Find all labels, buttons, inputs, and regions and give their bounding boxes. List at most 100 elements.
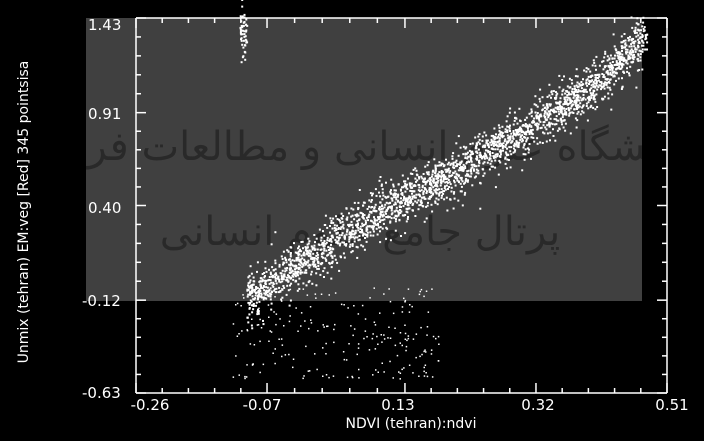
data-point bbox=[558, 108, 560, 111]
data-point bbox=[571, 100, 573, 103]
data-point bbox=[462, 153, 465, 156]
data-point bbox=[330, 234, 333, 237]
data-point bbox=[320, 248, 323, 251]
data-point bbox=[472, 168, 475, 171]
data-point bbox=[385, 181, 387, 184]
data-point bbox=[278, 263, 281, 266]
data-point bbox=[404, 232, 407, 235]
data-point bbox=[564, 129, 567, 132]
data-point bbox=[297, 254, 300, 257]
data-point bbox=[452, 152, 455, 155]
data-point bbox=[447, 161, 450, 164]
data-point bbox=[406, 201, 409, 204]
data-point bbox=[482, 155, 485, 158]
data-point bbox=[610, 108, 613, 111]
data-point bbox=[424, 165, 427, 168]
data-point bbox=[498, 126, 501, 129]
data-point bbox=[380, 183, 383, 186]
data-point bbox=[410, 182, 413, 185]
data-point bbox=[282, 285, 285, 287]
data-point bbox=[533, 117, 536, 120]
data-point bbox=[409, 202, 412, 204]
data-point bbox=[304, 246, 307, 249]
data-point bbox=[619, 52, 622, 55]
data-point bbox=[339, 242, 342, 245]
data-point bbox=[369, 192, 372, 195]
data-point bbox=[579, 84, 582, 87]
data-point bbox=[294, 265, 297, 268]
data-point bbox=[332, 217, 335, 220]
data-point bbox=[455, 159, 458, 162]
data-point bbox=[556, 129, 559, 132]
data-point bbox=[637, 54, 640, 57]
data-point bbox=[592, 94, 595, 97]
data-point bbox=[505, 142, 508, 145]
data-point bbox=[427, 161, 430, 164]
data-point bbox=[375, 223, 378, 226]
data-point bbox=[263, 279, 266, 282]
data-point bbox=[322, 347, 324, 349]
data-point bbox=[641, 48, 644, 51]
data-point bbox=[437, 198, 440, 201]
data-point bbox=[256, 287, 259, 290]
data-point bbox=[573, 85, 576, 88]
data-point bbox=[364, 237, 366, 239]
data-point bbox=[375, 227, 378, 230]
data-point bbox=[501, 125, 504, 128]
data-point bbox=[343, 256, 346, 259]
x-axis-title: NDVI (tehran):ndvi bbox=[346, 416, 477, 432]
data-point bbox=[289, 299, 292, 302]
data-point bbox=[259, 318, 261, 321]
data-point bbox=[327, 246, 330, 249]
data-point bbox=[520, 129, 523, 132]
data-point bbox=[415, 356, 417, 359]
data-point bbox=[598, 75, 601, 78]
data-point bbox=[377, 371, 379, 373]
data-point bbox=[539, 120, 542, 123]
data-point bbox=[361, 215, 364, 218]
data-point bbox=[642, 44, 645, 47]
ticks-layer bbox=[135, 17, 668, 394]
data-point bbox=[290, 263, 293, 266]
data-point bbox=[241, 330, 243, 332]
data-point bbox=[592, 85, 595, 88]
data-point bbox=[433, 189, 436, 192]
data-point bbox=[379, 219, 382, 222]
data-point bbox=[466, 157, 469, 160]
data-point bbox=[457, 180, 460, 183]
data-point bbox=[578, 105, 581, 108]
data-point bbox=[444, 188, 447, 191]
data-point bbox=[482, 162, 485, 165]
data-point bbox=[281, 276, 284, 279]
data-point bbox=[442, 190, 445, 193]
data-point bbox=[245, 39, 248, 42]
data-point bbox=[383, 334, 385, 336]
data-point bbox=[621, 47, 623, 50]
data-point bbox=[516, 133, 519, 136]
data-point bbox=[365, 221, 367, 224]
data-point bbox=[477, 169, 480, 172]
data-point bbox=[440, 164, 442, 167]
data-point bbox=[309, 264, 312, 267]
data-point bbox=[336, 261, 339, 264]
data-point bbox=[595, 93, 598, 96]
data-point bbox=[449, 198, 452, 201]
data-point bbox=[322, 324, 324, 326]
data-point bbox=[482, 144, 485, 147]
data-point bbox=[273, 288, 276, 291]
data-point bbox=[569, 99, 572, 102]
data-point bbox=[353, 237, 356, 240]
data-point bbox=[511, 140, 514, 143]
data-point bbox=[278, 280, 281, 283]
data-point bbox=[572, 96, 575, 99]
data-point bbox=[387, 215, 390, 218]
data-point bbox=[440, 170, 443, 172]
data-point bbox=[634, 29, 637, 32]
data-point bbox=[499, 161, 502, 164]
data-point bbox=[404, 214, 407, 216]
data-point bbox=[381, 198, 384, 201]
data-point bbox=[351, 229, 354, 232]
data-point bbox=[316, 368, 318, 371]
data-point bbox=[595, 55, 598, 58]
data-point bbox=[377, 218, 380, 221]
